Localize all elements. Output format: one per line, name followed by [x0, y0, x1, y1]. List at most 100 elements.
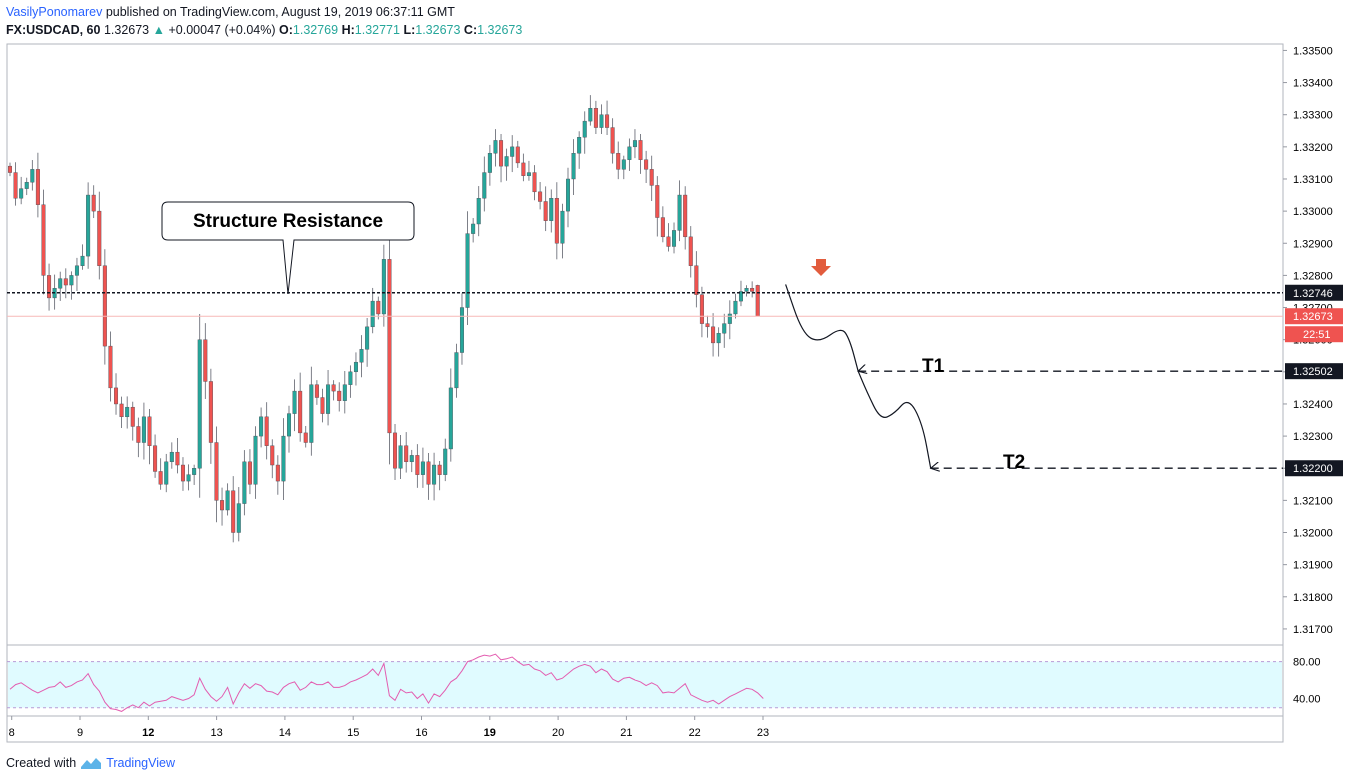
- candle: [571, 139, 576, 196]
- candle-body: [459, 307, 464, 353]
- candle: [97, 191, 102, 280]
- candle-body: [197, 339, 202, 469]
- date-tick-label: 12: [142, 727, 154, 739]
- candle-body: [19, 188, 24, 199]
- candle: [549, 189, 554, 233]
- candle-body: [722, 323, 727, 334]
- candle-body: [102, 265, 107, 347]
- down-arrow-icon: [811, 259, 831, 276]
- rsi-line: [9, 653, 764, 712]
- price-tick-label: 1.31800: [1293, 592, 1333, 604]
- candle: [69, 271, 74, 300]
- candle: [130, 401, 135, 441]
- candle-body: [125, 406, 130, 418]
- candle-body: [24, 181, 29, 189]
- candle: [320, 388, 325, 423]
- author-link[interactable]: VasilyPonomarev: [6, 5, 103, 19]
- time-axis[interactable]: 8 9 12 13 14 15 16 19 20 21 22 23: [9, 716, 769, 739]
- levels: [7, 292, 1283, 469]
- date-tick-label: 16: [415, 727, 427, 739]
- ohlc-line: FX:USDCAD, 60 1.32673 ▲ +0.00047 (+0.04%…: [6, 21, 522, 39]
- structure-resistance-callout: Structure Resistance: [161, 201, 415, 295]
- current-price-badge-bg: [1285, 308, 1343, 325]
- price-axis[interactable]: 1.33500 1.33400 1.33300 1.33200 1.33100 1.330…: [1283, 45, 1343, 705]
- candle-body: [141, 416, 146, 443]
- candle-body: [153, 445, 158, 472]
- candle: [711, 313, 716, 357]
- candle-body: [649, 169, 654, 186]
- candle-body: [672, 230, 677, 247]
- candle: [588, 95, 593, 126]
- candle: [655, 176, 660, 237]
- candle: [532, 165, 537, 201]
- t2-label: T2: [1003, 452, 1025, 473]
- candle-body: [292, 390, 297, 414]
- candle-body: [755, 285, 760, 317]
- candle-body: [169, 451, 174, 463]
- candle: [499, 133, 504, 183]
- projection-to-t2: [857, 370, 931, 468]
- candle: [359, 335, 364, 378]
- candle-body: [275, 464, 280, 482]
- candle: [309, 366, 314, 456]
- candle-body: [387, 259, 392, 434]
- candle: [443, 438, 448, 482]
- candle-body: [298, 390, 303, 434]
- candle: [381, 244, 386, 327]
- candle: [393, 424, 398, 480]
- price-tick-label: 1.33000: [1293, 206, 1333, 218]
- candle-body: [108, 345, 113, 389]
- candle: [192, 464, 197, 485]
- candle-body: [448, 387, 453, 450]
- candle-body: [264, 416, 269, 446]
- candle: [672, 222, 677, 254]
- candle-body: [738, 291, 743, 302]
- candle: [275, 455, 280, 495]
- candle: [666, 223, 671, 252]
- resistance-price-badge-bg: [1285, 284, 1343, 301]
- candle: [370, 287, 375, 334]
- candle: [91, 185, 96, 219]
- candle-body: [309, 384, 314, 443]
- date-tick-label: 22: [689, 727, 701, 739]
- candle: [404, 432, 409, 473]
- candle-body: [632, 140, 637, 148]
- candle-body: [80, 255, 85, 266]
- candle-body: [119, 403, 124, 418]
- candle: [644, 150, 649, 184]
- candle-body: [627, 146, 632, 160]
- date-tick-label: 8: [9, 727, 15, 739]
- footer: Created with TradingView: [6, 756, 175, 770]
- candle: [158, 458, 163, 490]
- candle: [504, 148, 509, 181]
- tradingview-brand[interactable]: TradingView: [106, 756, 175, 770]
- current-price-badge: 1.32673: [1293, 311, 1333, 323]
- candle: [86, 182, 91, 269]
- candle-body: [666, 236, 671, 247]
- candle: [616, 141, 621, 180]
- candle: [688, 226, 693, 278]
- candle: [136, 417, 141, 458]
- t1-price-badge: 1.32502: [1293, 366, 1333, 378]
- up-triangle-icon: ▲: [152, 23, 165, 37]
- candle-body: [571, 153, 576, 180]
- candle: [649, 155, 654, 201]
- candle: [74, 257, 79, 291]
- candle: [677, 180, 682, 242]
- candle-body: [164, 461, 169, 485]
- date-tick-label: 20: [552, 727, 564, 739]
- candle: [593, 100, 598, 134]
- candle-body: [655, 185, 660, 218]
- candle-body: [287, 413, 292, 437]
- candle: [331, 380, 336, 401]
- candle-body: [705, 323, 710, 328]
- candle-body: [86, 194, 91, 257]
- candle-body: [588, 108, 593, 122]
- candle: [738, 280, 743, 307]
- candle-body: [41, 204, 46, 276]
- price-tick-label: 1.33300: [1293, 110, 1333, 122]
- candle-body: [69, 275, 74, 286]
- date-tick-label: 14: [279, 727, 291, 739]
- candle: [242, 450, 247, 516]
